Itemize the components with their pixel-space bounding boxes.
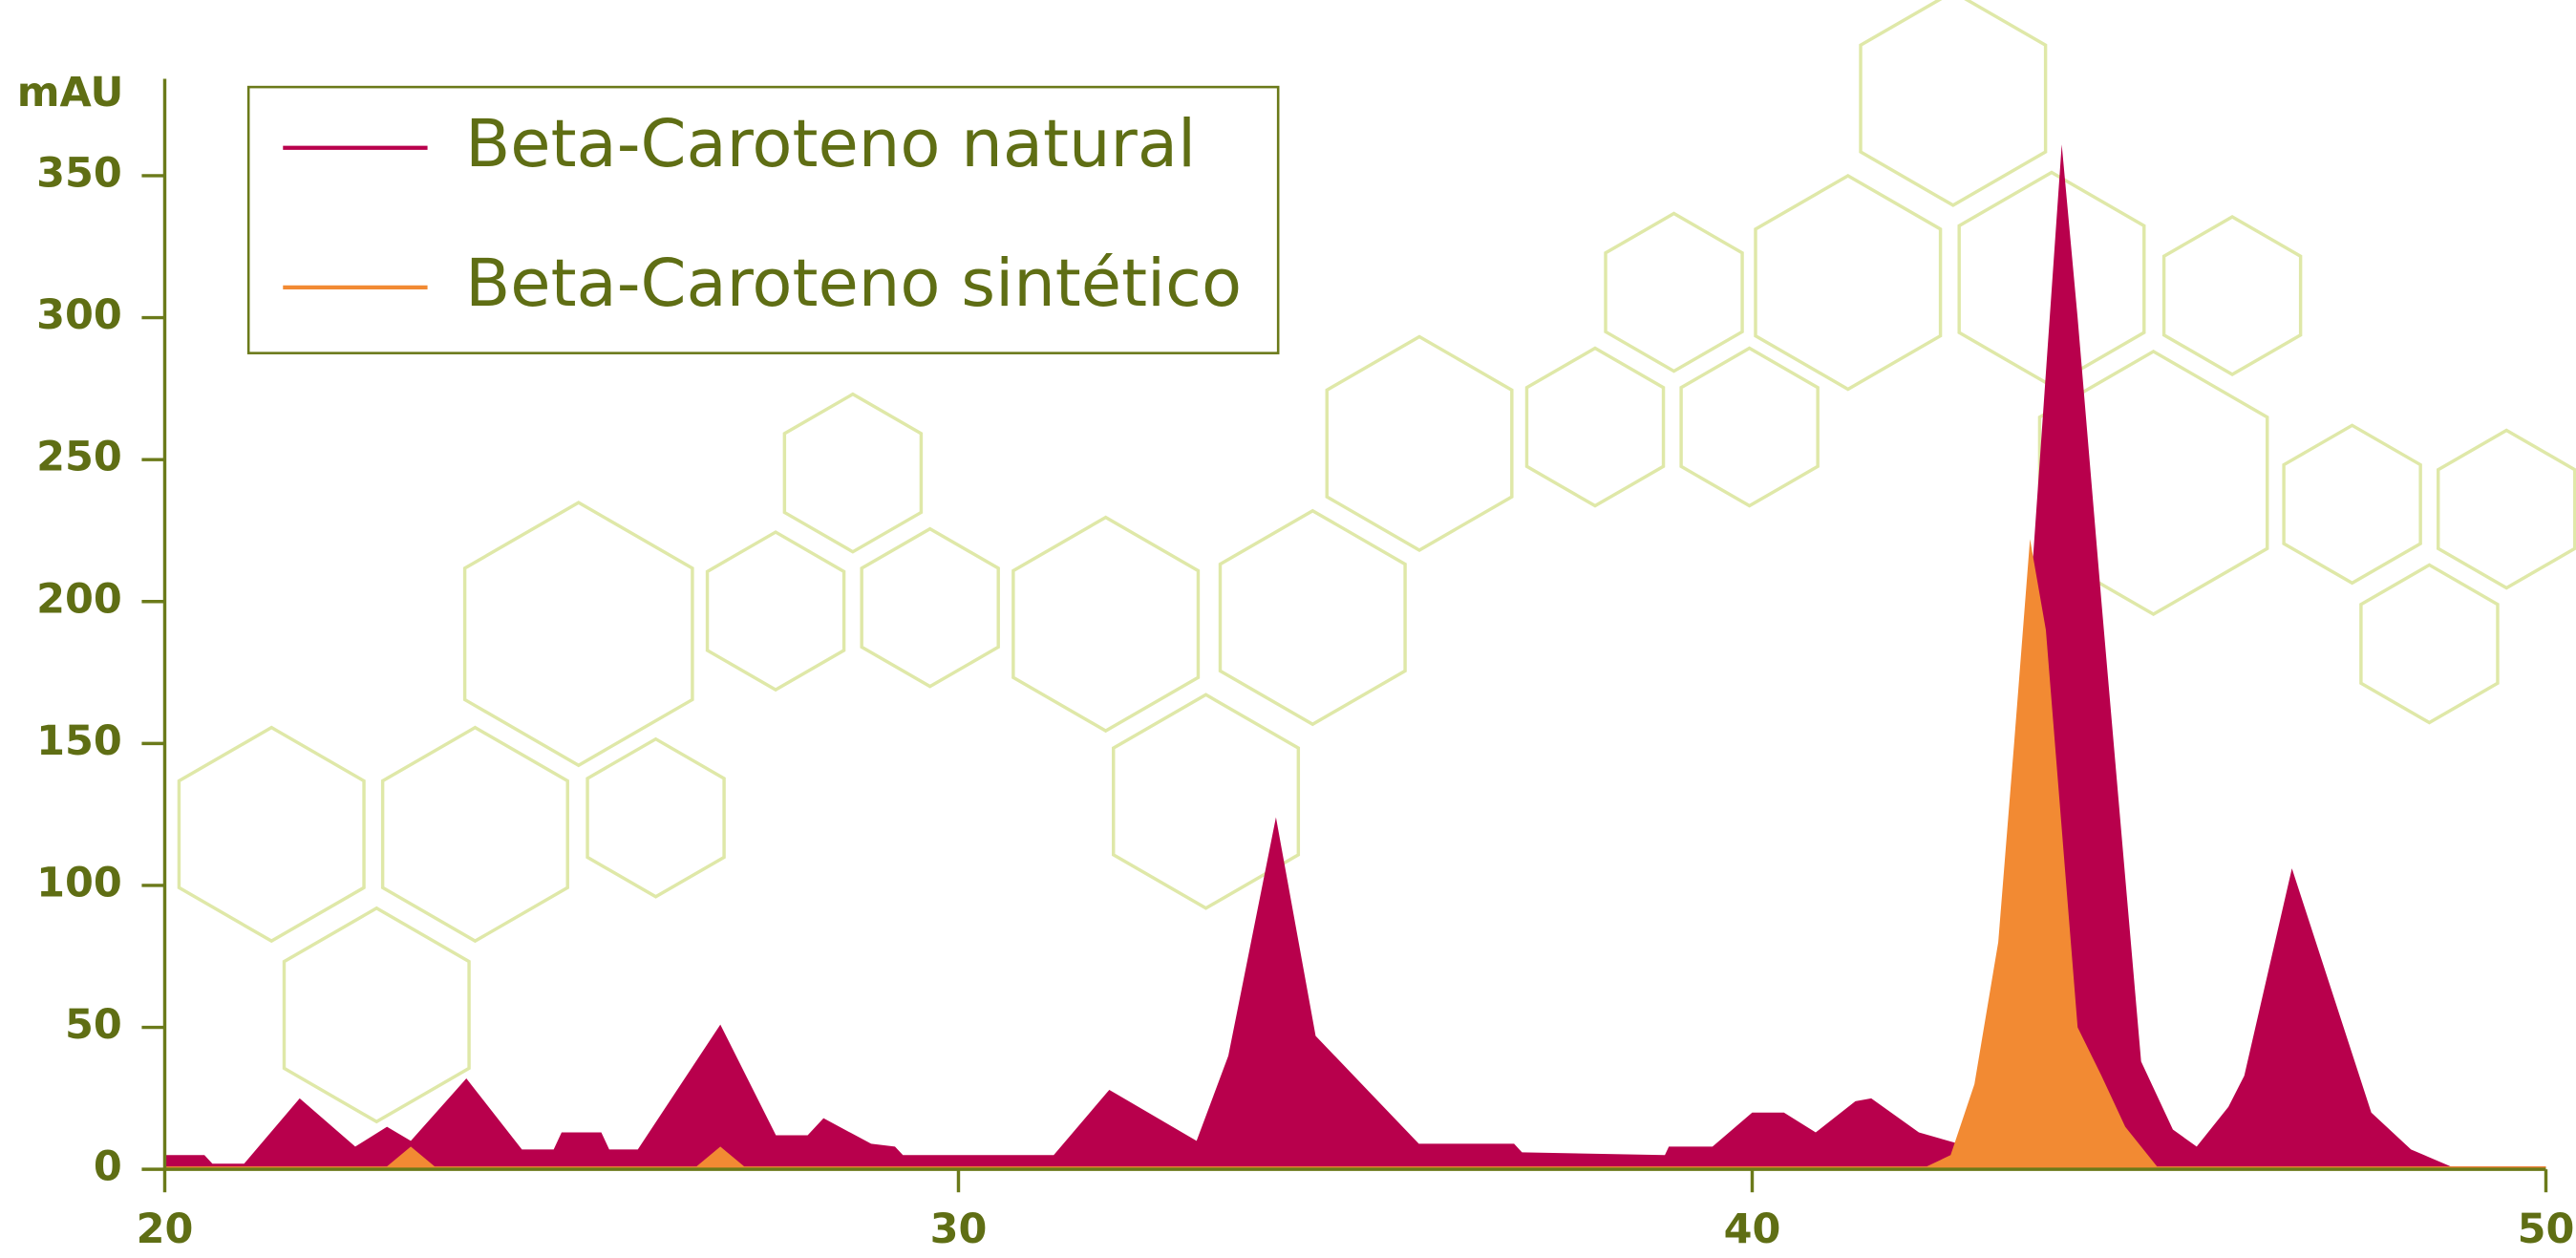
hexagon [1524, 346, 1666, 508]
y-axis-label: mAU [17, 69, 124, 117]
hexagon [282, 906, 471, 1124]
hexagon [1859, 0, 2048, 207]
x-tick-label: 50 [2518, 1205, 2575, 1253]
hexagon [585, 736, 726, 899]
area [164, 539, 2546, 1170]
hexagon [177, 725, 366, 944]
x-tick-label: 30 [930, 1205, 988, 1253]
hexagon [2161, 214, 2303, 376]
y-tick-label: 0 [94, 1143, 122, 1191]
hexagon [1112, 693, 1301, 910]
axes: 0 50 100 150 200 250 300 350 20 30 40 50 [36, 78, 2575, 1253]
legend-box [246, 85, 1280, 354]
legend: Beta-Caroteno natural Beta-Caroteno sinté… [246, 85, 1280, 354]
hexagon [1679, 346, 1820, 508]
hexagon [1604, 211, 1744, 373]
hexagon [462, 501, 694, 768]
hexagon [860, 526, 1000, 689]
legend-label: Beta-Caroteno natural [465, 106, 1196, 182]
x-tick-label: 20 [137, 1205, 194, 1253]
plot-area [164, 144, 2546, 1170]
hexagon [705, 530, 846, 693]
legend-label: Beta-Caroteno sintético [465, 245, 1242, 322]
hexagon [782, 392, 924, 554]
y-tick-label: 300 [36, 291, 122, 339]
hexagon [2359, 563, 2500, 725]
x-tick-label: 40 [1724, 1205, 1781, 1253]
hexagon [1754, 173, 1943, 392]
hexagon [1325, 334, 1514, 552]
y-tick-label: 350 [36, 149, 122, 197]
hexagon [2436, 428, 2576, 590]
y-tick-label: 150 [36, 717, 122, 765]
area [164, 144, 2546, 1170]
y-tick-label: 250 [36, 434, 122, 481]
y-tick-label: 50 [65, 1001, 122, 1049]
hexagon [2037, 349, 2269, 617]
hexagon [1011, 515, 1201, 734]
hexagon [1218, 508, 1407, 727]
hexagon [2282, 423, 2422, 586]
hexagon [380, 725, 569, 944]
y-tick-label: 100 [36, 859, 122, 906]
y-tick-label: 200 [36, 575, 122, 623]
